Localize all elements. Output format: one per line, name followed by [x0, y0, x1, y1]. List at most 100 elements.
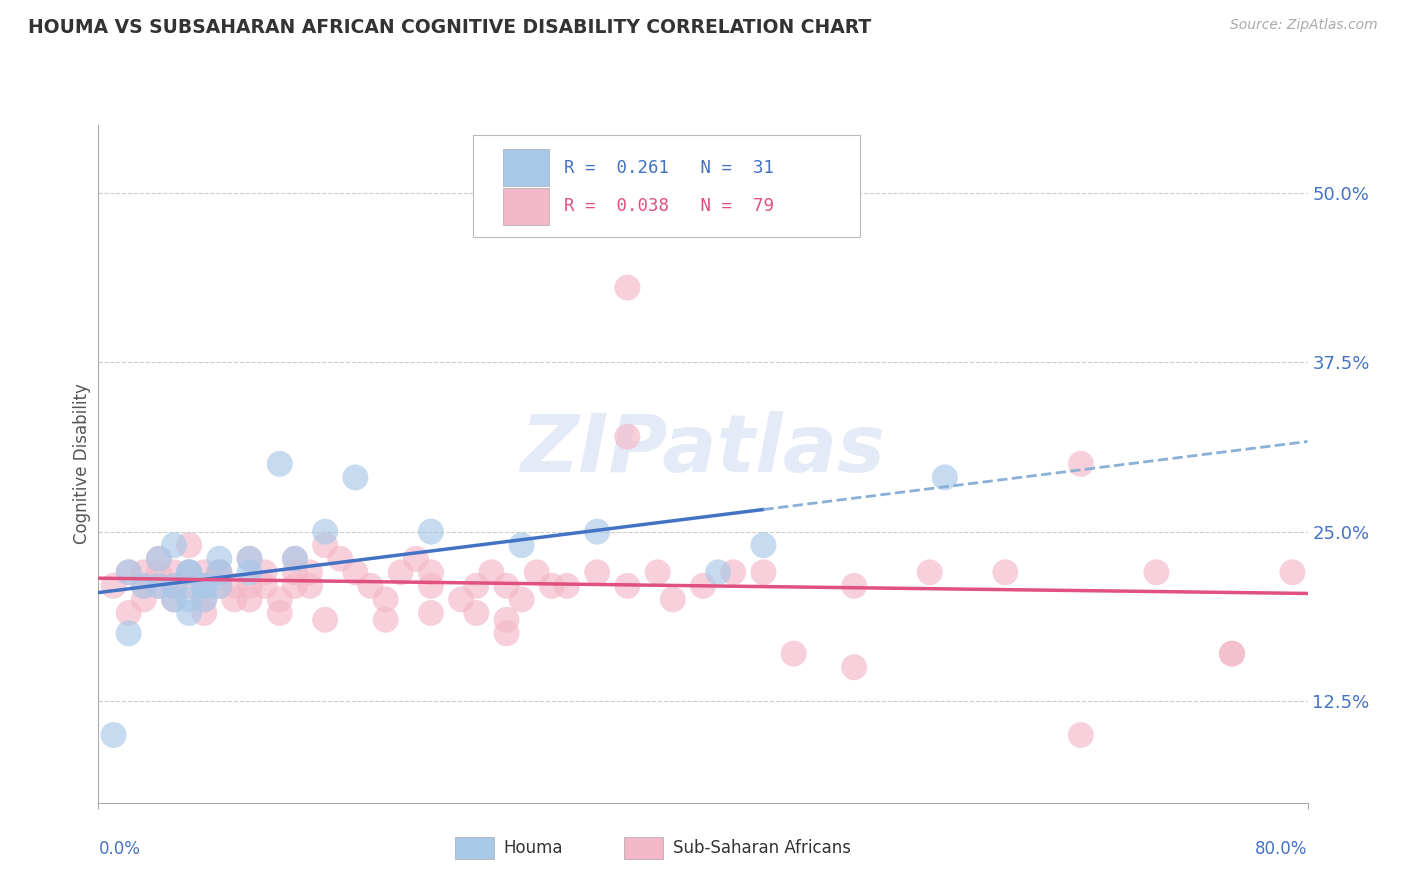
Point	[148, 579, 170, 593]
Point	[420, 606, 443, 620]
Point	[284, 566, 307, 580]
Text: Sub-Saharan Africans: Sub-Saharan Africans	[673, 839, 851, 857]
Point	[647, 566, 669, 580]
Point	[253, 579, 276, 593]
FancyBboxPatch shape	[474, 135, 860, 236]
Point	[314, 613, 336, 627]
Point	[1281, 566, 1303, 580]
Point	[465, 606, 488, 620]
Point	[420, 524, 443, 539]
Point	[118, 566, 141, 580]
Point	[239, 551, 262, 566]
FancyBboxPatch shape	[503, 149, 550, 186]
Point	[420, 579, 443, 593]
Point	[179, 592, 201, 607]
Point	[103, 579, 125, 593]
Point	[269, 457, 291, 471]
Point	[208, 566, 231, 580]
Point	[783, 647, 806, 661]
Text: Source: ZipAtlas.com: Source: ZipAtlas.com	[1230, 18, 1378, 32]
Text: ZIPatlas: ZIPatlas	[520, 411, 886, 490]
Point	[495, 626, 517, 640]
Y-axis label: Cognitive Disability: Cognitive Disability	[73, 384, 91, 544]
Text: 0.0%: 0.0%	[98, 840, 141, 858]
Point	[586, 524, 609, 539]
Point	[616, 430, 638, 444]
Point	[179, 566, 201, 580]
Point	[253, 566, 276, 580]
Point	[1070, 457, 1092, 471]
Point	[118, 566, 141, 580]
Point	[118, 626, 141, 640]
Point	[132, 579, 155, 593]
Text: R =  0.038   N =  79: R = 0.038 N = 79	[564, 197, 773, 215]
Point	[208, 566, 231, 580]
Point	[707, 566, 730, 580]
Point	[360, 579, 382, 593]
Point	[314, 538, 336, 552]
Text: R =  0.261   N =  31: R = 0.261 N = 31	[564, 159, 773, 177]
Point	[208, 579, 231, 593]
Text: 80.0%: 80.0%	[1256, 840, 1308, 858]
Point	[450, 592, 472, 607]
Point	[193, 579, 215, 593]
Point	[405, 551, 427, 566]
Point	[510, 592, 533, 607]
Point	[662, 592, 685, 607]
Point	[389, 566, 412, 580]
Point	[918, 566, 941, 580]
Point	[510, 538, 533, 552]
FancyBboxPatch shape	[624, 838, 664, 859]
Point	[148, 551, 170, 566]
Point	[179, 566, 201, 580]
Point	[1144, 566, 1167, 580]
Point	[844, 660, 866, 674]
Point	[193, 606, 215, 620]
Point	[269, 606, 291, 620]
Point	[179, 579, 201, 593]
Text: HOUMA VS SUBSAHARAN AFRICAN COGNITIVE DISABILITY CORRELATION CHART: HOUMA VS SUBSAHARAN AFRICAN COGNITIVE DI…	[28, 18, 872, 37]
Point	[179, 538, 201, 552]
Point	[844, 579, 866, 593]
Point	[329, 551, 352, 566]
Point	[132, 592, 155, 607]
Point	[148, 579, 170, 593]
Point	[208, 579, 231, 593]
Point	[193, 566, 215, 580]
Point	[752, 538, 775, 552]
Point	[1220, 647, 1243, 661]
Point	[540, 579, 562, 593]
Point	[239, 566, 262, 580]
Point	[179, 606, 201, 620]
Point	[344, 470, 367, 484]
FancyBboxPatch shape	[456, 838, 494, 859]
Point	[586, 566, 609, 580]
Point	[284, 551, 307, 566]
Point	[163, 592, 186, 607]
Point	[374, 613, 396, 627]
Point	[193, 579, 215, 593]
Point	[284, 551, 307, 566]
Point	[994, 566, 1017, 580]
Point	[163, 566, 186, 580]
Point	[208, 566, 231, 580]
Point	[269, 592, 291, 607]
Point	[934, 470, 956, 484]
Point	[163, 538, 186, 552]
Point	[208, 551, 231, 566]
Point	[616, 579, 638, 593]
Point	[193, 592, 215, 607]
Text: Houma: Houma	[503, 839, 562, 857]
Point	[555, 579, 578, 593]
Point	[224, 592, 246, 607]
Point	[239, 592, 262, 607]
Point	[118, 606, 141, 620]
Point	[132, 579, 155, 593]
Point	[239, 551, 262, 566]
Point	[193, 592, 215, 607]
Point	[284, 579, 307, 593]
Point	[163, 579, 186, 593]
Point	[148, 551, 170, 566]
Point	[723, 566, 745, 580]
Point	[344, 566, 367, 580]
